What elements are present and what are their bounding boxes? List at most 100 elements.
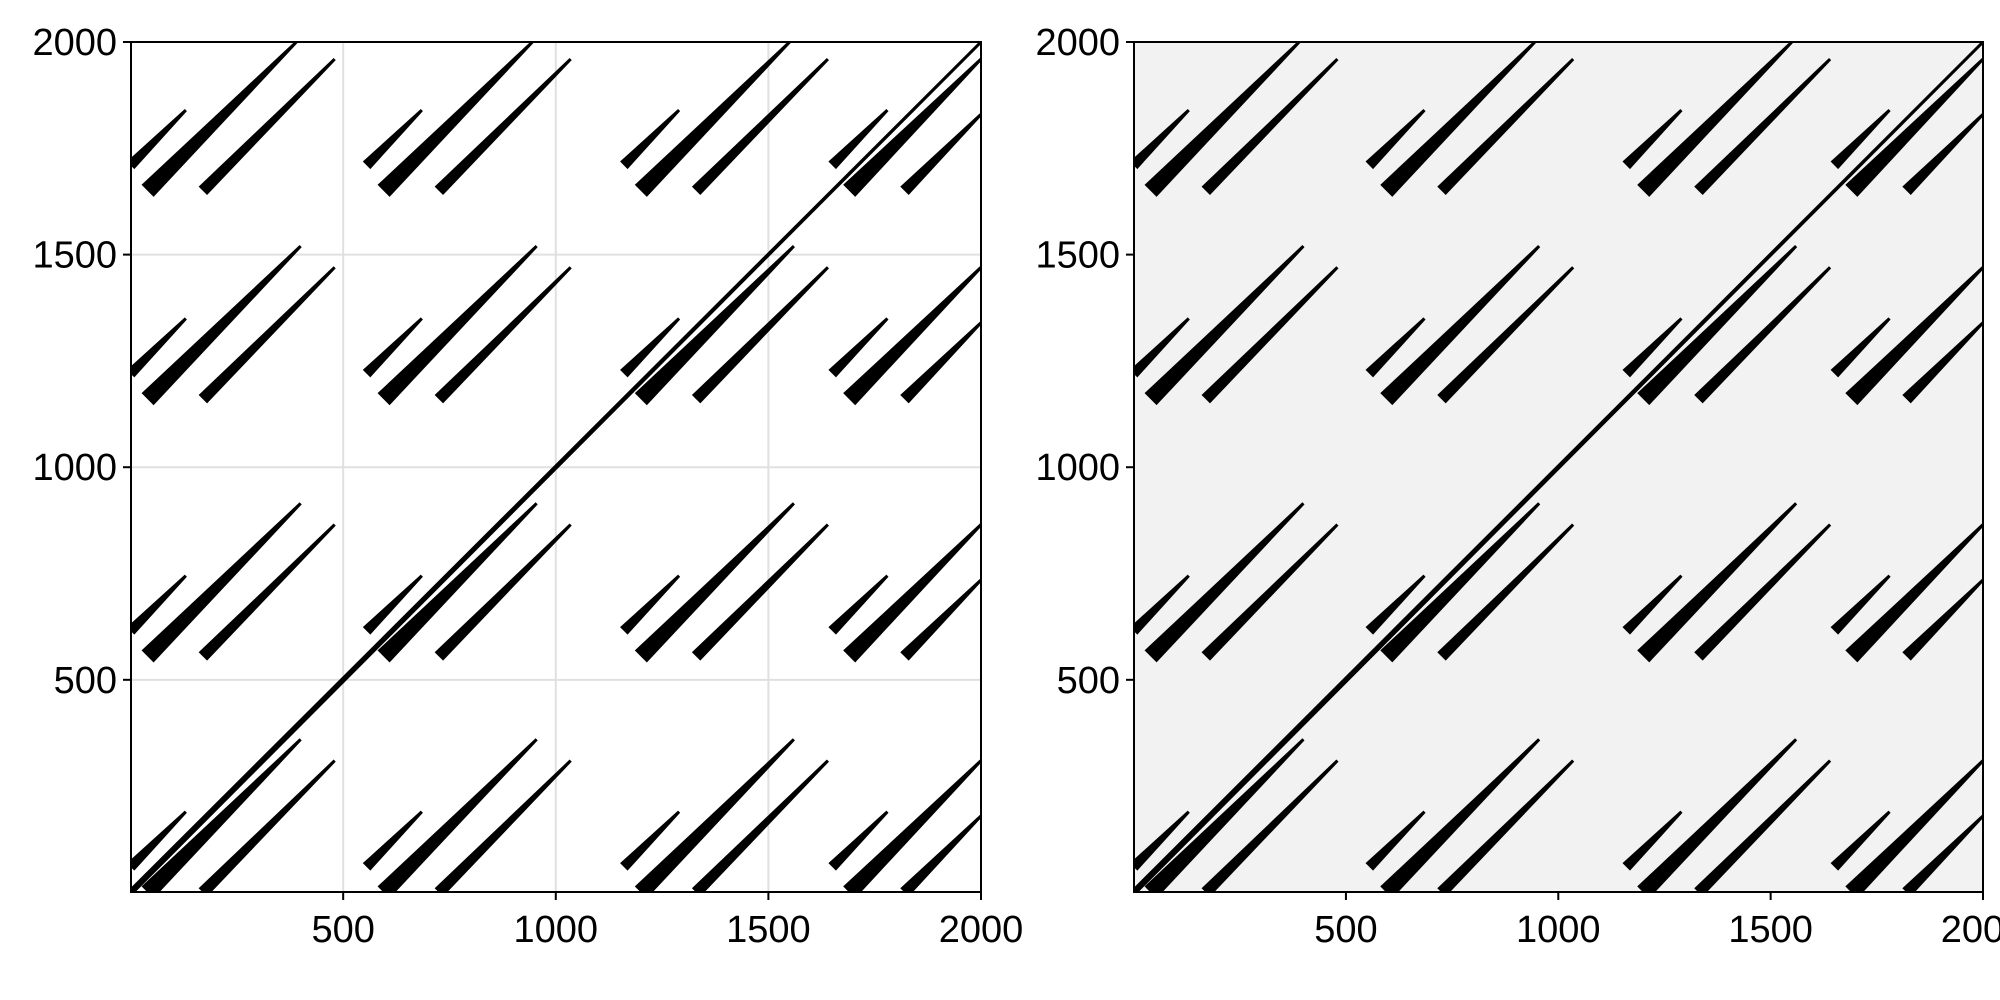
recurrence-streak — [843, 759, 981, 892]
panel: 500 1000 1500 2000 500 1000 1500 2000 — [1035, 22, 2000, 951]
recurrence-streak — [691, 57, 829, 196]
recurrence-streak — [1144, 738, 1305, 892]
recurrence-streak — [620, 108, 681, 170]
recurrence-streak — [620, 317, 681, 378]
recurrence-streak — [131, 108, 187, 170]
recurrence-streak — [691, 523, 829, 661]
recurrence-streak — [434, 266, 572, 404]
x-tick-label: 2000 — [1941, 909, 2000, 951]
panel: 500 1000 1500 2000 500 1000 1500 2000 — [32, 22, 1023, 951]
recurrence-streak — [1902, 814, 1983, 892]
recurrence-streak — [141, 42, 298, 197]
recurrence-streak — [1437, 266, 1575, 404]
recurrence-streak — [141, 738, 302, 892]
recurrence-streak — [1437, 759, 1575, 892]
recurrence-streak — [1437, 523, 1575, 661]
recurrence-streak — [1902, 113, 1983, 196]
recurrence-streak — [1201, 57, 1339, 196]
recurrence-streak — [377, 738, 538, 892]
recurrence-streak — [1694, 523, 1832, 661]
y-tick-label: 2000 — [1035, 22, 1120, 64]
recurrence-streak — [1902, 321, 1983, 404]
recurrence-streak — [434, 57, 572, 196]
recurrence-streak — [900, 113, 981, 196]
recurrence-streak — [1144, 502, 1305, 663]
recurrence-streak — [1134, 574, 1190, 635]
recurrence-streak — [900, 321, 981, 404]
recurrence-streak — [1201, 759, 1339, 892]
recurrence-streak — [1380, 502, 1541, 663]
recurrence-streak — [1437, 57, 1575, 196]
y-tick-label: 1500 — [32, 235, 117, 277]
recurrence-streak — [362, 810, 423, 871]
recurrence-streak — [198, 523, 336, 661]
recurrence-streak — [1134, 317, 1190, 378]
recurrence-streak — [377, 42, 534, 197]
x-tick-label: 500 — [311, 909, 374, 951]
recurrence-streak — [1134, 42, 1983, 892]
recurrence-streak — [198, 266, 336, 404]
recurrence-streak — [198, 759, 336, 892]
recurrence-streak — [691, 266, 829, 404]
recurrence-streak — [1845, 523, 1983, 663]
streaks — [1134, 42, 1983, 892]
recurrence-streak — [828, 574, 889, 635]
recurrence-streak — [843, 266, 981, 406]
recurrence-streak — [434, 759, 572, 892]
recurrence-streak — [1134, 810, 1190, 871]
recurrence-streak — [1365, 810, 1426, 871]
recurrence-streak — [1201, 266, 1339, 404]
recurrence-streak — [1622, 574, 1683, 635]
recurrence-streak — [1694, 57, 1832, 196]
recurrence-streak — [362, 317, 423, 378]
x-tick-label: 1000 — [514, 909, 599, 951]
y-tick-label: 500 — [1057, 660, 1120, 702]
x-tick-label: 2000 — [939, 909, 1024, 951]
x-tick-label: 1500 — [1728, 909, 1813, 951]
y-tick-label: 1000 — [1035, 447, 1120, 489]
recurrence-streak — [1830, 574, 1891, 635]
recurrence-streak — [1694, 266, 1832, 404]
recurrence-streak — [131, 574, 187, 635]
recurrence-streak — [141, 245, 302, 406]
recurrence-streak — [620, 574, 681, 635]
recurrence-streak — [843, 57, 981, 197]
recurrence-streak — [131, 42, 981, 892]
recurrence-streak — [1144, 42, 1301, 197]
recurrence-streak — [900, 578, 981, 661]
recurrence-streak — [362, 574, 423, 635]
recurrence-streak — [900, 814, 981, 892]
recurrence-streak — [1637, 245, 1798, 406]
recurrence-streak — [843, 523, 981, 663]
recurrence-streak — [362, 108, 423, 170]
recurrence-streak — [131, 810, 187, 871]
recurrence-streak — [1365, 574, 1426, 635]
recurrence-streak — [828, 810, 889, 871]
recurrence-streak — [1902, 578, 1983, 661]
recurrence-streak — [1845, 759, 1983, 892]
recurrence-streak — [1380, 738, 1541, 892]
recurrence-streak — [141, 502, 302, 663]
recurrence-streak — [1380, 245, 1541, 406]
recurrence-streak — [1830, 317, 1891, 378]
y-tick-label: 1000 — [32, 447, 117, 489]
recurrence-streak — [131, 317, 187, 378]
recurrence-streak — [634, 42, 791, 197]
recurrence-streak — [828, 317, 889, 378]
recurrence-streak — [1637, 502, 1798, 663]
recurrence-streak — [634, 502, 795, 663]
recurrence-streak — [1845, 57, 1983, 197]
recurrence-streak — [634, 245, 795, 406]
recurrence-streak — [434, 523, 572, 661]
recurrence-streak — [1622, 108, 1683, 170]
x-tick-label: 500 — [1314, 909, 1377, 951]
recurrence-streak — [1637, 42, 1793, 197]
recurrence-streak — [377, 245, 538, 406]
recurrence-streak — [377, 502, 538, 663]
y-tick-label: 2000 — [32, 22, 117, 64]
recurrence-streak — [1144, 245, 1305, 406]
recurrence-streak — [1622, 317, 1683, 378]
recurrence-streak — [620, 810, 681, 871]
y-tick-label: 500 — [54, 660, 117, 702]
